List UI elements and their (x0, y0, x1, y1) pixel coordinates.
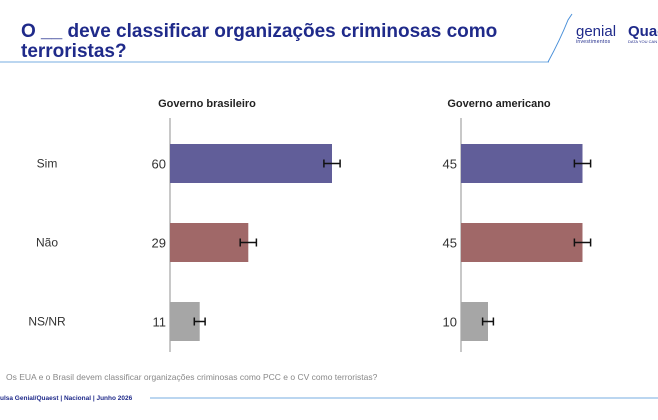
bar-brasil-nao (170, 223, 249, 262)
quaest-logo-text: Quaest (628, 25, 658, 40)
bar-brasil-sim (170, 144, 332, 183)
value-label-brasil-nao: 29 (152, 236, 166, 251)
value-label-eua-nao: 45 (443, 236, 457, 251)
genial-logo: genial investimentos (576, 23, 624, 45)
slide-title: O __ deve classificar organizações crimi… (21, 21, 498, 62)
header-accent-curve (547, 13, 573, 63)
quaest-logo-subtext: DATA YOU CAN TRUST (628, 39, 658, 44)
category-label-nao: Não (36, 236, 58, 250)
panel-title-eua: Governo americano (447, 98, 551, 110)
panel-title-brasil: Governo brasileiro (158, 98, 256, 110)
footer-source: ulsa Genial/Quaest | Nacional | Junho 20… (0, 395, 136, 402)
category-label-sim: Sim (37, 157, 58, 171)
value-label-brasil-sim: 60 (152, 157, 166, 172)
genial-logo-subtext: investimentos (576, 39, 611, 45)
bar-eua-nao (461, 223, 583, 262)
bar-eua-sim (461, 144, 583, 183)
value-label-eua-ns-nr: 10 (443, 315, 457, 330)
category-label-ns-nr: NS/NR (28, 315, 66, 329)
value-label-eua-sim: 45 (443, 157, 457, 172)
footer-question: Os EUA e o Brasil devem classificar orga… (6, 372, 378, 382)
genial-logo-text: genial (576, 23, 617, 40)
quaest-logo: Quaest DATA YOU CAN TRUST (628, 25, 658, 44)
value-label-brasil-ns-nr: 11 (153, 315, 167, 330)
